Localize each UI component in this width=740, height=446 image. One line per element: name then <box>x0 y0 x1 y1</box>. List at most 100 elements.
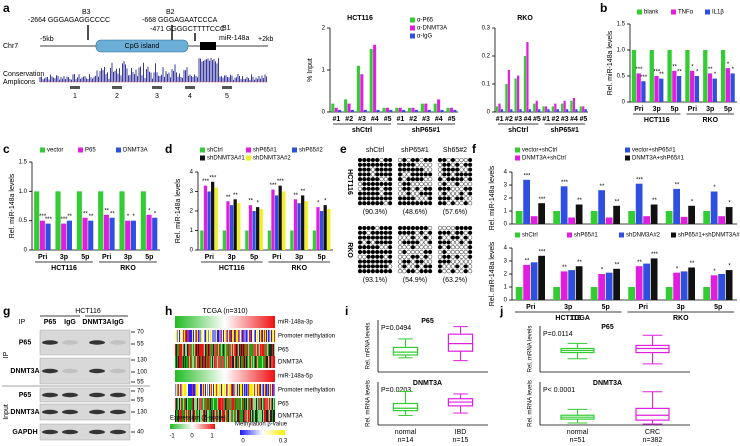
cpg-dot <box>450 181 455 187</box>
heat-cell <box>253 344 255 356</box>
chart-title: P65 <box>601 324 614 331</box>
cpg-dot <box>415 196 420 201</box>
heat-cell <box>190 384 192 396</box>
legend-swatch <box>410 17 415 23</box>
heat-cell <box>204 384 206 396</box>
heat-cell <box>190 398 192 410</box>
heat-cell <box>182 398 184 410</box>
cpg-dot <box>437 167 443 172</box>
heat-cell <box>268 384 270 396</box>
expr-scale <box>170 424 215 429</box>
heat-cell <box>261 330 263 342</box>
cpg-dot <box>406 201 411 206</box>
cpg-dot <box>419 249 424 255</box>
heat-cell <box>177 330 179 342</box>
bar <box>707 73 713 102</box>
cpg-dot <box>442 225 447 231</box>
cpg-dot <box>362 235 367 240</box>
bar <box>643 263 650 300</box>
legend-label: shP65#2 <box>299 148 323 154</box>
heat-cell <box>271 330 273 342</box>
significance: * <box>324 199 327 205</box>
heat-cell <box>271 356 273 368</box>
heat-cell <box>212 384 214 396</box>
cpg-dot <box>379 249 384 255</box>
heat-cell <box>198 344 200 356</box>
cpg-dot <box>463 235 468 240</box>
bar <box>214 187 218 250</box>
legend-swatch <box>116 147 121 153</box>
heat-cell <box>187 384 189 396</box>
x-tick-label: #4 <box>524 116 532 123</box>
cpg-dot <box>442 172 447 177</box>
heat-cell <box>232 356 234 368</box>
cpg-dot <box>357 196 363 201</box>
y-axis-label: Rel. miR-148a levels <box>489 241 496 306</box>
heat-cell <box>261 384 263 396</box>
heat-cell <box>180 410 182 422</box>
legend-swatch <box>671 9 676 15</box>
heat-cell <box>210 410 212 422</box>
bar <box>703 211 710 224</box>
cpg-dot <box>383 196 388 201</box>
heat-cell <box>266 398 268 410</box>
heat-cell <box>184 330 186 342</box>
cpg-dot <box>468 186 473 191</box>
site-label: -668 GGGAGAATCCCA <box>142 17 218 24</box>
y-tick-label: 1.5 <box>617 22 626 28</box>
amplicon-track <box>70 86 232 89</box>
significance: *** <box>561 180 569 186</box>
heat-cell <box>181 330 183 342</box>
cpg-dot <box>437 235 443 240</box>
heat-cell <box>271 344 273 356</box>
cpg-dot <box>428 157 433 163</box>
cpg-dot <box>415 186 420 191</box>
bar <box>725 270 733 300</box>
heat-cell <box>239 410 241 422</box>
cpg-dot <box>362 191 367 196</box>
heat-cell <box>252 410 254 422</box>
legend-label: vector+shP65#1 <box>632 148 676 154</box>
bar <box>673 188 680 224</box>
x-tick-label: 3p <box>60 254 68 261</box>
p-value: P=0.0114 <box>543 331 573 338</box>
cpg-dot <box>415 181 420 187</box>
cpg-dot <box>419 259 424 264</box>
cpg-dot <box>402 157 407 163</box>
significance: ** <box>104 208 109 214</box>
heat-cell <box>244 398 246 410</box>
significance: ** <box>301 189 306 195</box>
bar <box>290 230 294 250</box>
heat-cell <box>209 356 211 368</box>
bar <box>688 267 695 300</box>
cpg-dot <box>428 245 433 250</box>
amplicon-number: 2 <box>115 93 119 100</box>
significance: ** <box>708 67 713 73</box>
legend-label: DNMT3A+shCtrl <box>522 156 566 162</box>
heat-cell <box>191 384 193 396</box>
cpg-dot <box>455 225 460 231</box>
heat-cell <box>218 410 220 422</box>
bar <box>495 106 499 112</box>
heat-cell <box>207 410 209 422</box>
heat-cell <box>188 410 190 422</box>
bar <box>293 199 298 250</box>
band <box>62 429 78 435</box>
heat-cell <box>237 384 239 396</box>
heat-cell <box>242 398 244 410</box>
heat-cell <box>207 356 209 368</box>
bar <box>140 191 146 250</box>
heat-cell <box>202 330 204 342</box>
cpg-dot <box>442 264 447 269</box>
cpg-dot <box>379 191 384 196</box>
heat-cell <box>189 398 191 410</box>
x-tick-label: CRC <box>645 429 660 436</box>
heat-cell <box>178 398 180 410</box>
heat-cell <box>216 384 218 396</box>
cpg-dot <box>383 181 388 187</box>
significance: ** <box>248 199 253 205</box>
group-label: shCtrl <box>508 127 528 134</box>
significance: * <box>728 201 731 207</box>
y-axis-label: Rel. miR-148a levels <box>607 30 614 95</box>
heat-cell <box>228 356 230 368</box>
